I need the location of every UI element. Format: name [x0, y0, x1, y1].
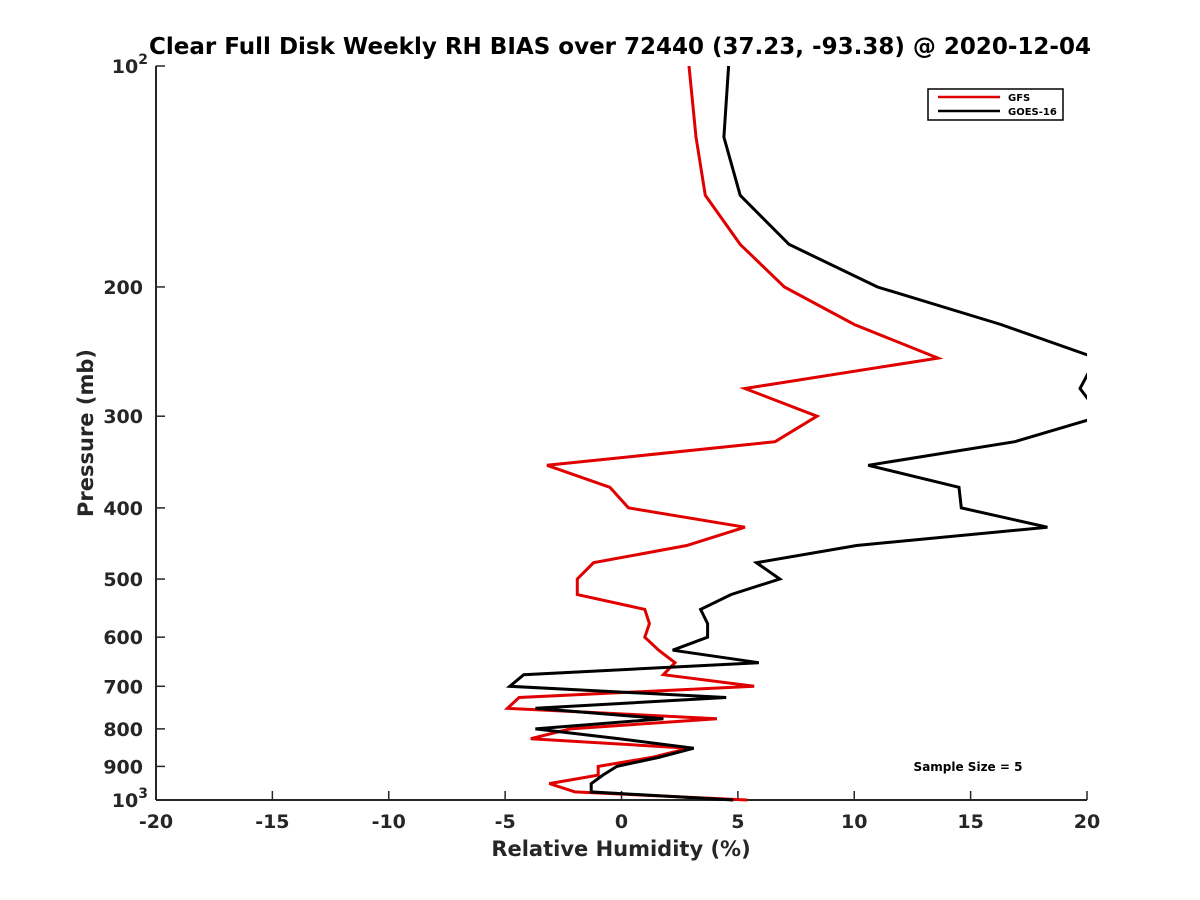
y-tick-label: 103	[112, 786, 148, 812]
sample-size-annotation: Sample Size = 5	[914, 760, 1023, 774]
x-tick-label: 20	[1074, 811, 1100, 833]
y-tick-base: 10	[112, 56, 138, 78]
x-ticks: -20 -15 -10 -5 0 5 10 15 20	[139, 791, 1100, 833]
y-tick-label: 300	[103, 406, 143, 428]
y-axis-label: Pressure (mb)	[74, 349, 98, 517]
legend-label-goes16: GOES-16	[1008, 107, 1057, 118]
x-tick-label: -15	[255, 811, 289, 833]
y-tick-label: 200	[103, 277, 143, 299]
legend-box	[927, 88, 1064, 121]
x-tick-label: -20	[139, 811, 173, 833]
y-tick-label: 700	[103, 676, 143, 698]
y-tick-label: 600	[103, 627, 143, 649]
y-tick-label: 102	[112, 52, 148, 78]
y-tick-base: 10	[112, 790, 138, 812]
y-tick-label: 800	[103, 719, 143, 741]
x-tick-label: 0	[615, 811, 628, 833]
chart-title: Clear Full Disk Weekly RH BIAS over 7244…	[149, 34, 1091, 60]
y-tick-exponent: 2	[138, 52, 148, 68]
y-tick-exponent: 3	[138, 786, 148, 802]
legend-label-gfs: GFS	[1008, 93, 1030, 104]
y-tick-label: 400	[103, 498, 143, 520]
x-tick-label: 15	[957, 811, 983, 833]
y-tick-label: 900	[103, 756, 143, 778]
y-tick-label: 500	[103, 569, 143, 591]
x-tick-label: 5	[731, 811, 744, 833]
x-tick-label: -10	[372, 811, 406, 833]
x-axis-label: Relative Humidity (%)	[491, 837, 750, 861]
x-tick-label: 10	[841, 811, 867, 833]
legend: GFS GOES-16	[927, 88, 1064, 121]
x-tick-label: -5	[495, 811, 516, 833]
series-line-goes16	[505, 65, 1087, 802]
series	[503, 65, 1087, 802]
